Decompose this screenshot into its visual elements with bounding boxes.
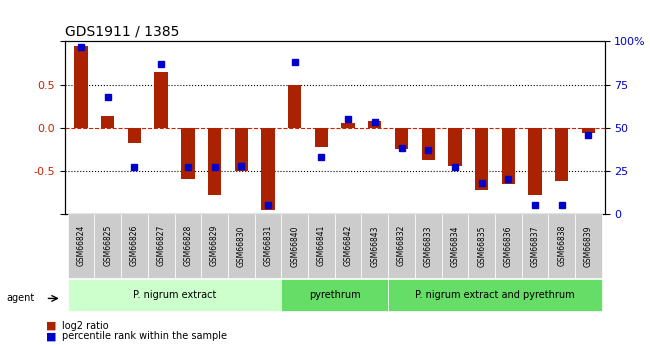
Bar: [395, 128, 408, 149]
Text: GSM66830: GSM66830: [237, 225, 246, 267]
FancyBboxPatch shape: [255, 214, 281, 278]
Text: GSM66837: GSM66837: [530, 225, 540, 267]
Text: ■: ■: [46, 332, 56, 341]
FancyBboxPatch shape: [549, 214, 575, 278]
FancyBboxPatch shape: [228, 214, 255, 278]
Bar: [74, 46, 88, 128]
FancyBboxPatch shape: [522, 214, 549, 278]
Bar: [448, 128, 461, 166]
Text: GSM66842: GSM66842: [344, 225, 352, 266]
Bar: [555, 128, 569, 181]
Text: GSM66825: GSM66825: [103, 225, 112, 266]
Text: GSM66831: GSM66831: [263, 225, 272, 266]
FancyBboxPatch shape: [308, 214, 335, 278]
Bar: [422, 128, 435, 160]
FancyBboxPatch shape: [415, 214, 441, 278]
Bar: [341, 123, 355, 128]
Text: GSM66836: GSM66836: [504, 225, 513, 267]
Text: GDS1911 / 1385: GDS1911 / 1385: [65, 25, 179, 39]
Text: GSM66828: GSM66828: [183, 225, 192, 266]
Bar: [475, 128, 488, 190]
FancyBboxPatch shape: [202, 214, 228, 278]
Bar: [582, 128, 595, 133]
Text: GSM66833: GSM66833: [424, 225, 433, 267]
Text: GSM66835: GSM66835: [477, 225, 486, 267]
Bar: [261, 128, 275, 209]
Text: GSM66838: GSM66838: [557, 225, 566, 266]
Text: pyrethrum: pyrethrum: [309, 290, 361, 300]
FancyBboxPatch shape: [388, 279, 602, 311]
Text: GSM66826: GSM66826: [130, 225, 139, 266]
FancyBboxPatch shape: [388, 214, 415, 278]
Bar: [181, 128, 194, 179]
FancyBboxPatch shape: [94, 214, 121, 278]
Bar: [128, 128, 141, 143]
Text: GSM66829: GSM66829: [210, 225, 219, 266]
FancyBboxPatch shape: [281, 279, 388, 311]
FancyBboxPatch shape: [468, 214, 495, 278]
Text: GSM66827: GSM66827: [157, 225, 166, 266]
Bar: [235, 128, 248, 171]
Text: GSM66841: GSM66841: [317, 225, 326, 266]
FancyBboxPatch shape: [335, 214, 361, 278]
Text: percentile rank within the sample: percentile rank within the sample: [62, 332, 227, 341]
Text: GSM66843: GSM66843: [370, 225, 380, 267]
Bar: [502, 128, 515, 184]
Text: GSM66824: GSM66824: [77, 225, 86, 266]
Bar: [288, 85, 302, 128]
FancyBboxPatch shape: [281, 214, 308, 278]
FancyBboxPatch shape: [68, 279, 281, 311]
FancyBboxPatch shape: [495, 214, 522, 278]
Text: P. nigrum extract and pyrethrum: P. nigrum extract and pyrethrum: [415, 290, 575, 300]
Text: ■: ■: [46, 321, 56, 331]
Bar: [155, 71, 168, 128]
Text: GSM66834: GSM66834: [450, 225, 460, 267]
Bar: [315, 128, 328, 147]
Bar: [528, 128, 541, 195]
FancyBboxPatch shape: [575, 214, 602, 278]
Text: GSM66840: GSM66840: [290, 225, 299, 267]
FancyBboxPatch shape: [441, 214, 468, 278]
FancyBboxPatch shape: [174, 214, 202, 278]
Bar: [368, 121, 382, 128]
FancyBboxPatch shape: [121, 214, 148, 278]
Text: GSM66839: GSM66839: [584, 225, 593, 267]
Bar: [101, 116, 114, 128]
Text: P. nigrum extract: P. nigrum extract: [133, 290, 216, 300]
FancyBboxPatch shape: [148, 214, 174, 278]
FancyBboxPatch shape: [68, 214, 94, 278]
Bar: [208, 128, 221, 195]
Text: log2 ratio: log2 ratio: [62, 321, 109, 331]
FancyBboxPatch shape: [361, 214, 388, 278]
Text: agent: agent: [6, 294, 34, 303]
Text: GSM66832: GSM66832: [397, 225, 406, 266]
